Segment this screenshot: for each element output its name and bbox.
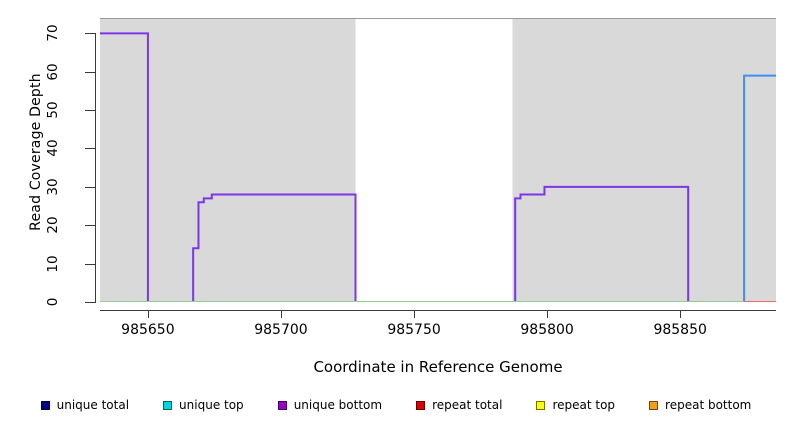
x-tick-label: 985700: [254, 322, 308, 338]
series-line: [100, 74, 776, 302]
y-tick-mark: [85, 264, 96, 265]
plot-shaded-band: [100, 18, 356, 302]
y-tick-mark: [85, 33, 96, 34]
y-tick-label: 30: [30, 178, 76, 195]
legend-label: unique top: [179, 398, 244, 412]
legend-swatch-icon: [277, 400, 287, 410]
x-tick-label: 985750: [387, 322, 441, 338]
legend-label: unique total: [56, 398, 130, 412]
y-axis: 0 10 20 30 40 50 60 70: [0, 0, 100, 432]
y-tick-label: 0: [30, 294, 76, 310]
y-tick-mark: [85, 72, 96, 73]
x-tick-label: 985800: [520, 322, 574, 338]
legend-label: unique bottom: [293, 398, 383, 412]
y-axis-spine: [95, 33, 96, 302]
y-tick-label-text: 70: [45, 24, 61, 42]
y-tick-label: 40: [30, 140, 76, 157]
legend-item[interactable]: repeat bottom: [649, 398, 751, 412]
legend-label: repeat bottom: [665, 398, 752, 412]
legend-item[interactable]: repeat total: [416, 398, 502, 412]
x-axis-spine: [100, 310, 776, 311]
y-tick-label: 70: [30, 25, 76, 42]
series-line: [100, 32, 776, 302]
y-tick-mark: [85, 148, 96, 149]
legend-swatch-icon: [536, 400, 546, 410]
y-tick-mark: [85, 225, 96, 226]
legend-item[interactable]: unique bottom: [277, 398, 383, 412]
legend-swatch-icon: [649, 400, 659, 410]
legend-label: repeat total: [432, 398, 503, 412]
chart-legend: unique total unique top unique bottom repea…: [0, 398, 792, 412]
x-tick-mark: [547, 310, 548, 318]
legend-item[interactable]: unique total: [40, 398, 130, 412]
y-tick-label: 50: [30, 102, 76, 119]
x-tick-mark: [148, 310, 149, 318]
x-tick-label: 985850: [653, 322, 707, 338]
x-tick-mark: [414, 310, 415, 318]
y-tick-mark: [85, 302, 96, 303]
legend-swatch-icon: [416, 400, 426, 410]
y-tick-label: 10: [30, 255, 76, 272]
x-tick-mark: [680, 310, 681, 318]
legend-item[interactable]: unique top: [163, 398, 244, 412]
y-tick-mark: [85, 110, 96, 111]
y-tick-mark: [85, 187, 96, 188]
x-tick-label: 985650: [121, 322, 175, 338]
legend-label: repeat top: [552, 398, 616, 412]
x-tick-mark: [281, 310, 282, 318]
legend-swatch-icon: [40, 400, 50, 410]
plot-area: [100, 18, 776, 302]
legend-swatch-icon: [163, 400, 173, 410]
plot-shaded-band: [512, 18, 776, 302]
plot-canvas: [100, 18, 776, 302]
y-tick-label: 60: [30, 63, 76, 80]
y-tick-label: 20: [30, 217, 76, 234]
x-axis-title: Coordinate in Reference Genome: [313, 358, 563, 376]
legend-item[interactable]: repeat top: [536, 398, 615, 412]
